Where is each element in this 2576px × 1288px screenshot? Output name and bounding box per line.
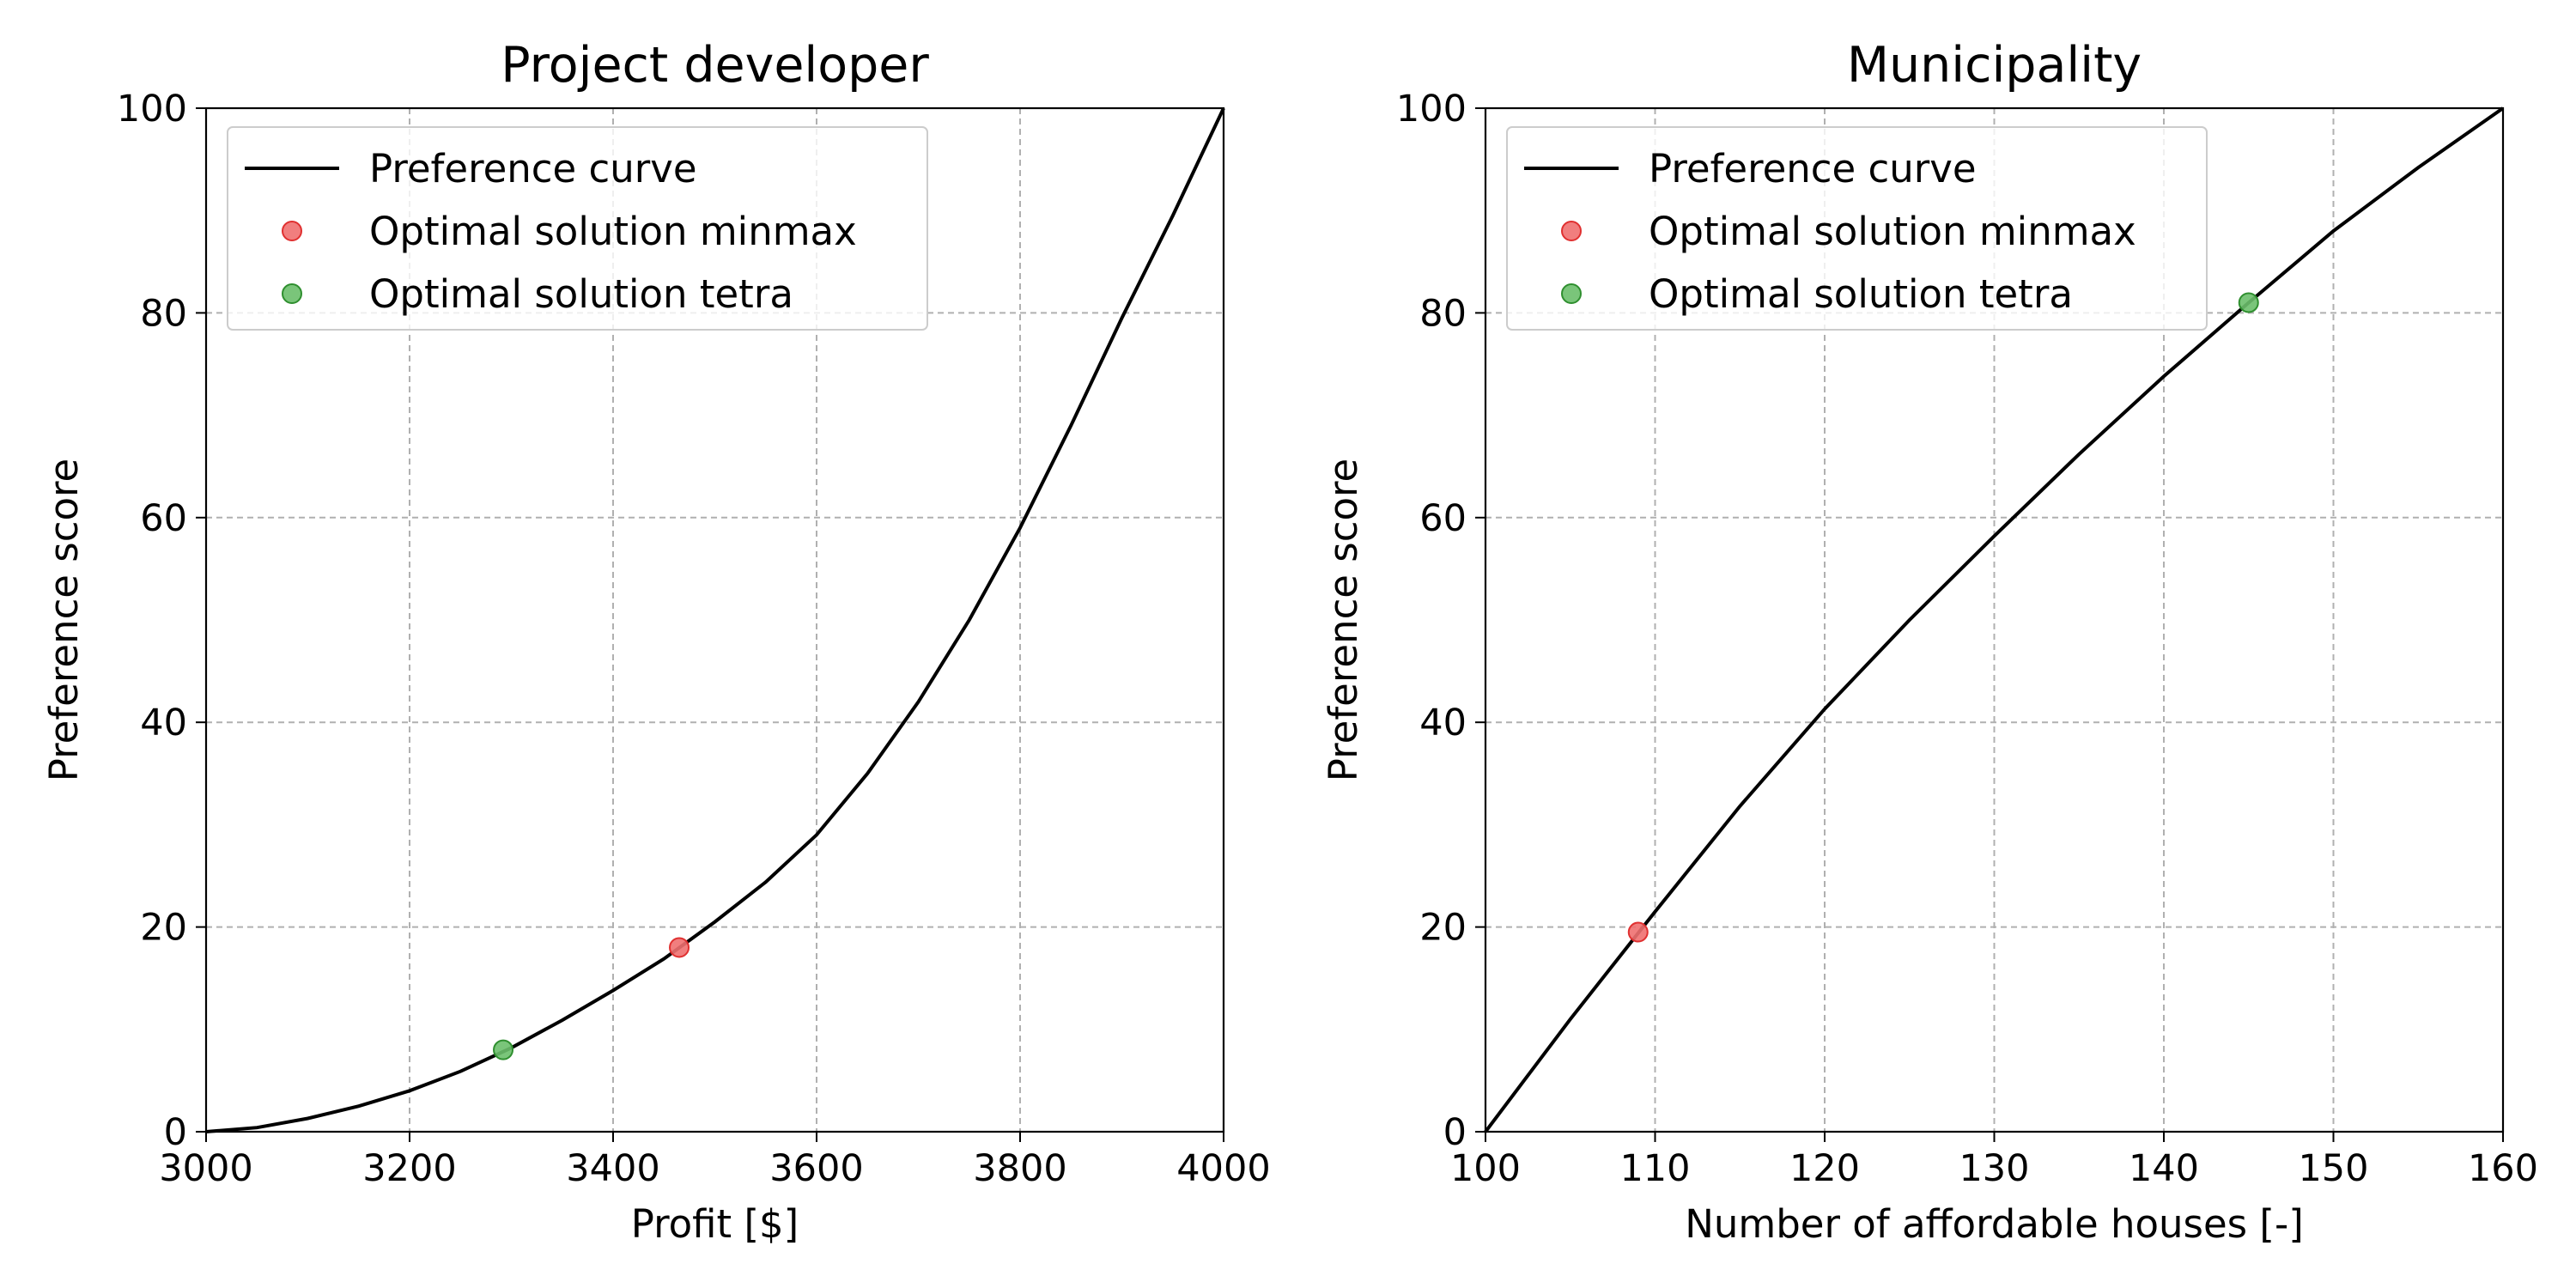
y-tick-label: 80	[140, 292, 187, 335]
x-tick-label: 3600	[769, 1147, 863, 1190]
tetra-solution-point	[493, 1039, 514, 1060]
legend-minmax-marker	[282, 221, 302, 241]
preference-curve-line	[205, 107, 1225, 1133]
chart-panel-2: 100 110 120 130 140 150 160 0 20 40 60 80 100 Municip…	[1321, 37, 2538, 1247]
y-tick-label: 60	[1419, 497, 1467, 540]
legend-label: Optimal solution tetra	[1649, 271, 2073, 317]
chart-panel-1: 3000 3200 3400 3600 3800 4000 0 20 40 60 80 100 Proj…	[41, 37, 1271, 1247]
legend-tetra-marker	[1561, 283, 1582, 304]
x-tick-label: 130	[1959, 1147, 2029, 1190]
legend-minmax-marker	[1561, 221, 1582, 241]
x-tick-label: 3400	[566, 1147, 659, 1190]
y-tick-label: 60	[140, 497, 187, 540]
y-axis-label: Preference score	[41, 459, 87, 781]
legend-tetra-marker	[282, 283, 302, 304]
legend-label: Optimal solution minmax	[1649, 209, 2136, 254]
y-tick-label: 20	[1419, 907, 1467, 950]
legend-label: Optimal solution tetra	[369, 271, 793, 317]
legend-label: Optimal solution minmax	[369, 209, 857, 254]
y-tick-label: 0	[164, 1111, 187, 1154]
x-tick-label: 110	[1619, 1147, 1690, 1190]
axes-frame	[204, 106, 1225, 1133]
y-tick-label: 0	[1443, 1111, 1467, 1154]
x-axis-label: Number of affordable houses [-]	[1685, 1201, 2304, 1247]
tetra-solution-point	[2238, 292, 2259, 313]
y-tick-label: 40	[1419, 702, 1467, 744]
minmax-solution-point	[1627, 921, 1649, 943]
legend-label: Preference curve	[1649, 146, 1977, 191]
chart-title: Municipality	[1847, 37, 2142, 94]
y-tick-label: 100	[1396, 88, 1467, 131]
chart-title: Project developer	[501, 37, 929, 94]
y-axis-label: Preference score	[1321, 459, 1366, 781]
legend-box	[227, 126, 928, 331]
x-tick-label: 4000	[1176, 1147, 1270, 1190]
x-tick-label: 3800	[973, 1147, 1066, 1190]
x-tick-label: 160	[2468, 1147, 2538, 1190]
x-tick-label: 3000	[159, 1147, 252, 1190]
y-tick-label: 20	[140, 907, 187, 950]
x-tick-label: 140	[2129, 1147, 2199, 1190]
x-tick-label: 3200	[362, 1147, 456, 1190]
preference-curve-line	[1484, 106, 2505, 1133]
x-tick-label: 120	[1789, 1147, 1860, 1190]
x-tick-label: 150	[2298, 1147, 2368, 1190]
y-tick-label: 100	[117, 88, 187, 131]
x-tick-label: 100	[1450, 1147, 1521, 1190]
legend: Preference curve Optimal solution minmax O…	[227, 126, 928, 331]
y-tick-label: 80	[1419, 292, 1467, 335]
x-axis-label: Profit [$]	[631, 1201, 799, 1247]
minmax-solution-point	[669, 937, 690, 958]
legend-label: Preference curve	[369, 146, 697, 191]
y-tick-label: 40	[140, 702, 187, 744]
legend-box	[1506, 126, 2208, 331]
legend: Preference curve Optimal solution minmax O…	[1506, 126, 2208, 331]
